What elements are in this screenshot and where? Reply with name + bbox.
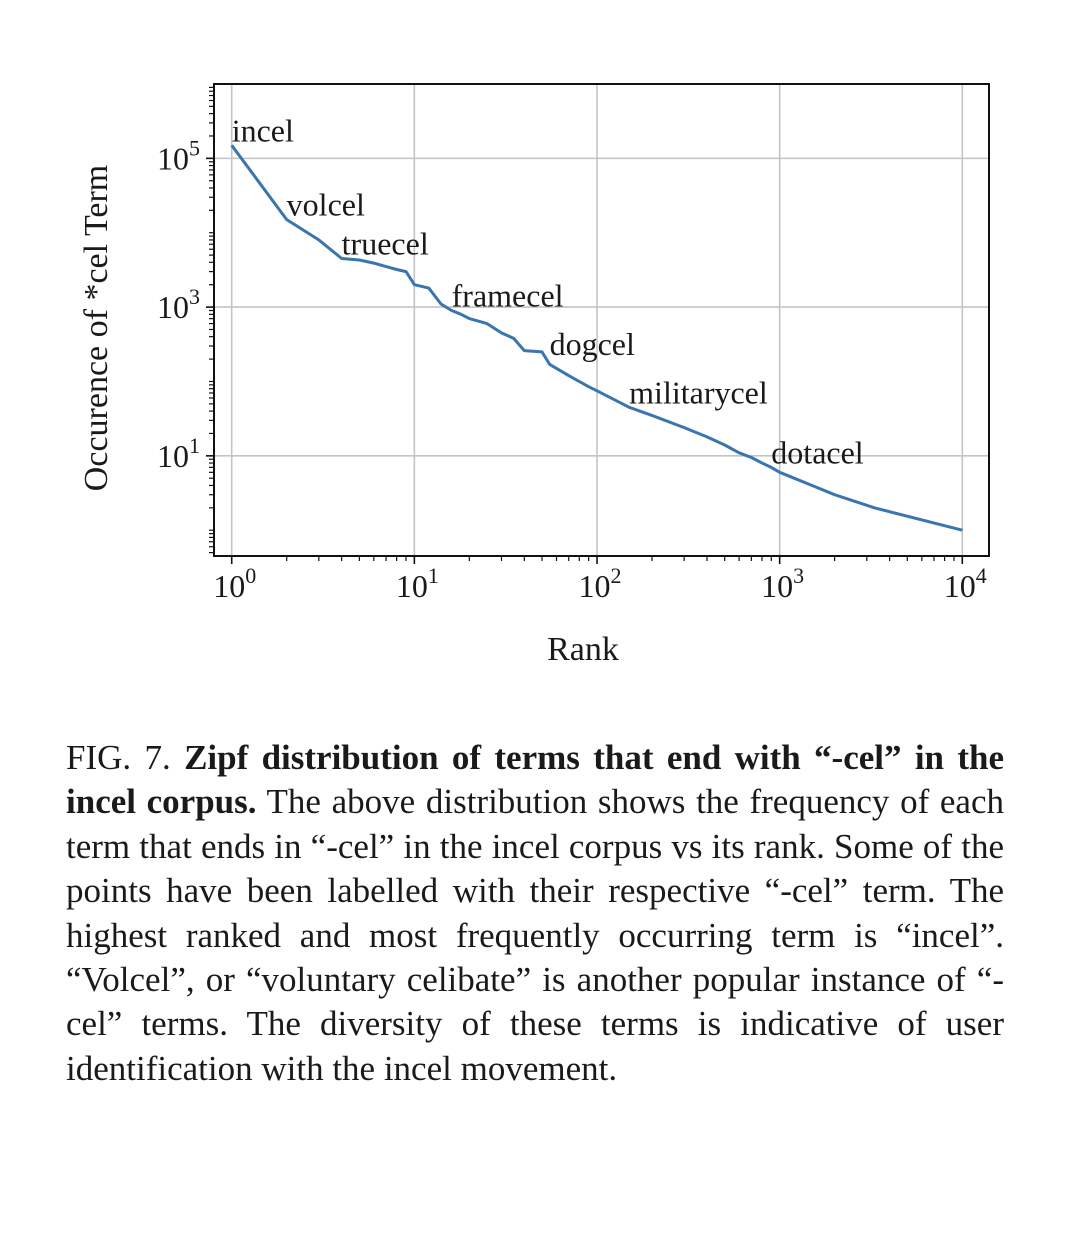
x-axis-label: Rank	[547, 631, 619, 668]
plot-frame	[213, 83, 990, 557]
tick-labels: 100 101 102 103 104 101 103 105	[157, 135, 987, 604]
y-tick-label: 105	[157, 135, 200, 176]
x-tick-label: 100	[213, 563, 256, 604]
grid	[214, 84, 989, 556]
x-tick-label: 101	[396, 563, 439, 604]
series-group	[230, 144, 963, 532]
caption-title: Zipf distribution of terms that end with…	[66, 738, 1005, 822]
x-tick-label: 104	[944, 563, 987, 604]
caption-body: The above distribution shows the frequen…	[66, 782, 1004, 1088]
axis-ticks	[206, 157, 964, 564]
x-tick-label: 103	[761, 563, 804, 604]
figure-caption: FIG. 7. Zipf distribution of terms that …	[66, 736, 1004, 1091]
y-tick-label: 103	[157, 284, 200, 325]
point-label-incel: incel	[232, 112, 294, 148]
y-axis-label: Occurence of *cel Term	[78, 165, 115, 491]
point-label-truecel: truecel	[342, 226, 429, 262]
y-tick-label: 101	[157, 433, 200, 474]
series-line	[230, 144, 963, 532]
point-label-framecel: framecel	[452, 278, 564, 314]
point-label-volcel: volcel	[287, 187, 365, 223]
point-label-dogcel: dogcel	[550, 326, 635, 362]
x-tick-label: 102	[579, 563, 622, 604]
point-label-militarycel: militarycel	[629, 374, 768, 410]
point-label-dotacel: dotacel	[771, 434, 864, 470]
figure-number: FIG. 7.	[66, 738, 171, 777]
